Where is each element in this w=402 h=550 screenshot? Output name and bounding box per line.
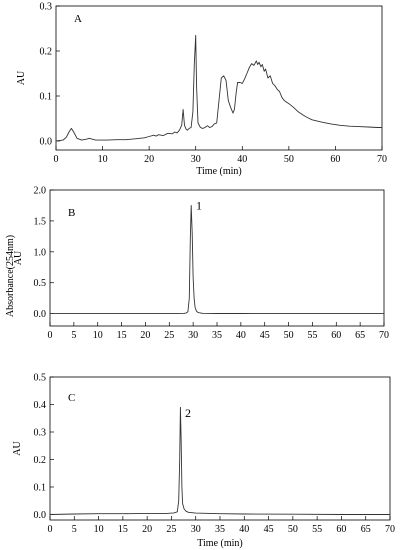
panel-b-y-tick-label: 1.0 [34, 247, 47, 258]
panel-b-x-tick-label: 0 [48, 330, 53, 341]
panel-b-x-tick-label: 40 [236, 330, 246, 341]
panel-b-y-axis-title: AU [13, 250, 24, 265]
panel-c-x-tick-label: 35 [215, 524, 225, 535]
panel-a-y-tick-label: 0.2 [40, 47, 53, 58]
panel-b-x-tick-label: 10 [93, 330, 103, 341]
panel-c-x-tick-label: 70 [385, 524, 395, 535]
panel-a-trace-line [55, 34, 382, 142]
panel-a-x-tick-label: 20 [144, 154, 154, 165]
panel-b-x-tick-label: 50 [284, 330, 294, 341]
panel-a-x-tick-label: 0 [54, 154, 59, 165]
panel-c-x-tick-label: 15 [118, 524, 128, 535]
panel-b-peak-label: 1 [196, 198, 202, 212]
panel-c-chart: 0 5 10 15 20 25 30 35 40 45 50 55 60 65 70 0.0 0.1 0.2 0.3… [12, 373, 395, 550]
panel-a-x-tick-label: 10 [98, 154, 108, 165]
panel-c-x-tick-label: 60 [336, 524, 346, 535]
panel-b-plot-frame [49, 189, 385, 327]
panel-a-x-tick-label: 40 [237, 154, 247, 165]
panel-c-x-tick-label: 30 [191, 524, 201, 535]
panel-c-x-tick-label: 25 [166, 524, 176, 535]
panel-c-y-tick-label: 0.2 [34, 455, 47, 466]
panel-c-x-tick-label: 50 [288, 524, 298, 535]
panel-c-x-tick-label: 45 [264, 524, 274, 535]
panel-a-x-tick-label: 70 [377, 154, 387, 165]
panel-a-y-axis-title: AU [16, 70, 27, 85]
panel-b-x-tick-label: 35 [212, 330, 222, 341]
panel-a-x-tick-label: 50 [284, 154, 294, 165]
panel-b-x-tick-label: 20 [140, 330, 150, 341]
panel-b-x-tick-label: 55 [307, 330, 317, 341]
panel-c-y-tick-label: 0.1 [34, 483, 47, 494]
panel-c-y-tick-label: 0.5 [34, 373, 47, 384]
panel-c-y-tick-label: 0.4 [34, 400, 47, 411]
panel-c-x-tick-label: 20 [142, 524, 152, 535]
panel-b-x-tick-label: 5 [71, 330, 76, 341]
panel-b-x-tick-label: 60 [331, 330, 341, 341]
panel-c-trace-line [49, 406, 390, 515]
panel-b-y-tick-label: 0.0 [34, 309, 47, 320]
panel-b-y-tick-label: 2.0 [34, 186, 47, 197]
panel-c-label: C [68, 392, 75, 404]
panel-c-x-tick-label: 55 [312, 524, 322, 535]
panel-c-x-tick-label: 10 [94, 524, 104, 535]
panel-c-y-axis-title: AU [12, 441, 23, 456]
panel-b-x-tick-label: 65 [355, 330, 365, 341]
panel-c-x-tick-label: 40 [239, 524, 249, 535]
panel-b-trace-line [50, 205, 384, 315]
panel-c-x-tick-label: 0 [48, 524, 53, 535]
panel-a-y-tick-label: 0.3 [40, 2, 53, 13]
panel-a-y-tick-label: 0.0 [40, 137, 53, 148]
panel-b-label: B [68, 207, 75, 219]
panel-a-y-tick-label: 0.1 [40, 92, 53, 103]
panel-a-x-tick-label: 60 [330, 154, 340, 165]
panel-a-chart: 0 10 20 30 40 50 60 70 0.0 0.1 0.2 0.3 A AU Time (min) [16, 2, 387, 178]
panel-a-plot-frame [55, 5, 383, 151]
panel-b-y-tick-label: 0.5 [34, 278, 47, 289]
panel-c-y-tick-label: 0.3 [34, 428, 47, 439]
panel-b-x-tick-label: 45 [260, 330, 270, 341]
panel-c-x-axis-title: Time (min) [197, 538, 242, 549]
panel-a-label: A [74, 13, 82, 25]
panel-b-x-tick-label: 70 [379, 330, 389, 341]
panel-c-plot-frame [49, 376, 391, 521]
panel-a-x-tick-label: 30 [191, 154, 201, 165]
panel-c-y-tick-label: 0.0 [34, 510, 47, 521]
panel-b-y-tick-label: 1.5 [34, 216, 47, 227]
panel-a-x-axis-title: Time (min) [196, 166, 241, 177]
shared-y-axis-label: Absorbance(254nm) [5, 235, 16, 317]
panel-c-peak-label: 2 [185, 406, 191, 420]
panel-c-x-tick-label: 5 [72, 524, 77, 535]
panel-b-x-tick-label: 30 [188, 330, 198, 341]
panel-b-x-tick-label: 25 [164, 330, 174, 341]
panel-b-chart: 0 5 10 15 20 25 30 35 40 45 50 55 60 65 70 0.0 0.5 1.0 1.5… [13, 186, 389, 342]
panel-c-x-tick-label: 65 [361, 524, 371, 535]
panel-b-x-tick-label: 15 [117, 330, 127, 341]
